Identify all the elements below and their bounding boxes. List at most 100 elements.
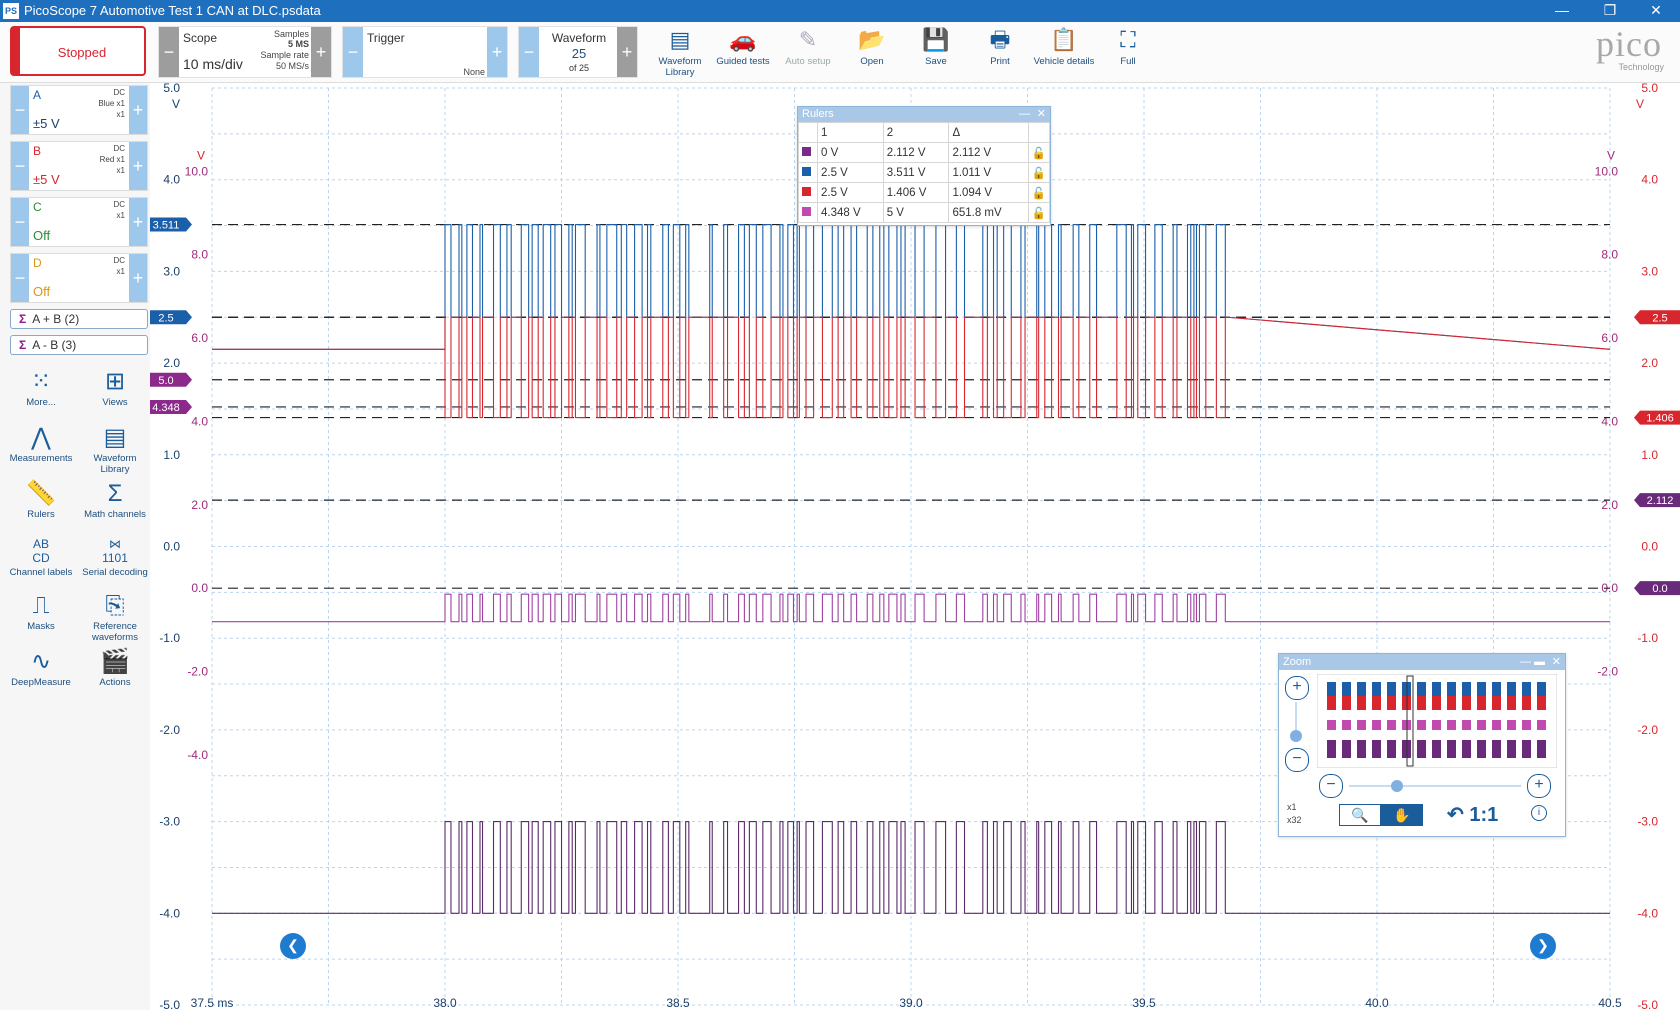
- views-button[interactable]: ⊞ Views: [78, 367, 152, 408]
- serial-decoding-button[interactable]: ⋈ 1101 Serial decoding: [78, 535, 152, 578]
- trigger-increase-button[interactable]: +: [487, 27, 507, 77]
- channel-a-increase-button[interactable]: +: [129, 86, 147, 134]
- lock-icon[interactable]: 🔓: [1027, 162, 1051, 183]
- ruler-tag: [1634, 493, 1680, 508]
- open-button[interactable]: 📂 Open: [840, 24, 904, 80]
- waveform-library-tool[interactable]: ▤ Waveform Library: [78, 423, 152, 475]
- deepmeasure-button[interactable]: ∿ DeepMeasure: [4, 647, 78, 688]
- abcd-icon: AB CD: [32, 537, 50, 565]
- close-icon[interactable]: ✕: [1551, 656, 1561, 668]
- close-button[interactable]: ✕: [1650, 2, 1662, 18]
- restore-button[interactable]: ❐: [1603, 2, 1617, 18]
- channel-a-decrease-button[interactable]: −: [11, 86, 29, 134]
- measurements-button[interactable]: ⋀ Measurements: [4, 423, 78, 464]
- info-icon[interactable]: i: [1531, 805, 1547, 821]
- hand-icon: ✋: [1393, 807, 1411, 823]
- scroll-left-button[interactable]: ❮: [280, 933, 306, 959]
- channel-labels-button[interactable]: AB CD Channel labels: [4, 535, 78, 578]
- table-row[interactable]: 0 V 2.112 V 2.112 V 🔓: [798, 142, 1051, 163]
- channel-d-panel[interactable]: − D DC x1 Off +: [10, 253, 148, 303]
- channel-c-decrease-button[interactable]: −: [11, 198, 29, 246]
- zoom-y-track[interactable]: [1295, 702, 1297, 740]
- samples-value[interactable]: 5 MS: [287, 39, 309, 49]
- reference-waveforms-label: Reference waveforms: [92, 621, 138, 643]
- ruler-2-value: 3.511 V: [882, 162, 950, 183]
- auto-setup-button[interactable]: ✎ Auto setup: [776, 24, 840, 80]
- zoom-out-x-button[interactable]: −: [1319, 774, 1343, 798]
- zoom-y-slider-handle[interactable]: [1290, 730, 1302, 742]
- open-label: Open: [860, 56, 884, 67]
- close-icon[interactable]: ✕: [1036, 108, 1046, 120]
- reference-waveforms-button[interactable]: ⎘ Reference waveforms: [78, 591, 152, 643]
- channel-c-increase-button[interactable]: +: [129, 198, 147, 246]
- rulers-panel-header[interactable]: Rulers — ✕: [798, 107, 1050, 122]
- zoom-out-y-button[interactable]: −: [1285, 748, 1309, 772]
- maximize-icon[interactable]: ▬: [1534, 656, 1545, 668]
- rulers-col-2: 2: [882, 122, 950, 143]
- waveform-prev-button[interactable]: −: [519, 27, 539, 77]
- run-stop-button[interactable]: Stopped: [10, 26, 146, 76]
- lock-icon[interactable]: 🔓: [1027, 202, 1051, 223]
- channel-d-increase-button[interactable]: +: [129, 254, 147, 302]
- actions-button[interactable]: 🎬 Actions: [78, 647, 152, 688]
- masks-button[interactable]: ⎍ Masks: [4, 591, 78, 632]
- minimize-button[interactable]: —: [1555, 2, 1569, 18]
- channel-a-range[interactable]: ±5 V: [33, 116, 60, 131]
- table-row[interactable]: 2.5 V 1.406 V 1.094 V 🔓: [798, 182, 1051, 203]
- masks-label: Masks: [27, 621, 55, 632]
- waveform-number[interactable]: 25: [571, 46, 587, 61]
- zoom-mark-pink: [1342, 720, 1351, 730]
- zoom-in-y-button[interactable]: +: [1285, 676, 1309, 700]
- zoom-in-x-button[interactable]: +: [1527, 774, 1551, 798]
- timebase-decrease-button[interactable]: −: [159, 27, 179, 77]
- table-row[interactable]: 2.5 V 3.511 V 1.011 V 🔓: [798, 162, 1051, 183]
- channel-b-decrease-button[interactable]: −: [11, 142, 29, 190]
- full-button[interactable]: ⛶ Full: [1096, 24, 1160, 80]
- ruler-delta-value: 1.011 V: [948, 162, 1029, 183]
- guided-tests-button[interactable]: 🚗 Guided tests: [711, 24, 775, 80]
- scope-chart[interactable]: 5.0 4.0 3.0 2.0 1.0 0.0 -1.0 -2.0 -3.0 -4.0 -5.0 V 1…: [146, 81, 1680, 1012]
- print-button[interactable]: 🖶 Print: [968, 24, 1032, 80]
- channel-b-increase-button[interactable]: +: [129, 142, 147, 190]
- scroll-right-button[interactable]: ❯: [1530, 933, 1556, 959]
- vehicle-details-button[interactable]: 📋 Vehicle details: [1030, 24, 1098, 80]
- waveform-next-button[interactable]: +: [617, 27, 637, 77]
- right-axis2-tick-label: 10.0: [1595, 164, 1619, 178]
- reset-zoom-button[interactable]: ↶ 1:1: [1447, 802, 1498, 827]
- timebase-value[interactable]: 10 ms/div: [183, 56, 243, 72]
- waveform-library-button[interactable]: ▤ Waveform Library: [648, 24, 712, 80]
- channel-a-panel[interactable]: − A DC Blue x1 x1 ±5 V +: [10, 85, 148, 135]
- channel-c-range[interactable]: Off: [33, 228, 51, 243]
- pan-tool-button[interactable]: ✋: [1381, 804, 1423, 826]
- trigger-decrease-button[interactable]: −: [343, 27, 363, 77]
- right-axis-tick-label: -3.0: [1637, 815, 1658, 829]
- right-axis-tick-label: 1.0: [1641, 448, 1658, 462]
- channel-d-decrease-button[interactable]: −: [11, 254, 29, 302]
- scope-view[interactable]: 5.0 4.0 3.0 2.0 1.0 0.0 -1.0 -2.0 -3.0 -4.0 -5.0 V 1…: [146, 81, 1680, 1012]
- minimize-icon[interactable]: —: [1520, 656, 1531, 668]
- channel-d-range[interactable]: Off: [33, 284, 51, 299]
- trigger-mode[interactable]: None: [463, 67, 485, 77]
- zoom-mark-purple: [1357, 740, 1366, 758]
- more-button[interactable]: ⁙ More...: [4, 367, 78, 408]
- zoom-panel-header[interactable]: Zoom — ▬ ✕: [1279, 654, 1565, 670]
- zoom-x-track[interactable]: [1349, 785, 1521, 787]
- channel-c-panel[interactable]: − C DC x1 Off +: [10, 197, 148, 247]
- math-channels-button[interactable]: Σ Math channels: [78, 479, 152, 520]
- zoom-overview[interactable]: [1317, 674, 1557, 768]
- lock-icon[interactable]: 🔓: [1027, 182, 1051, 203]
- zoom-x-slider-handle[interactable]: [1391, 780, 1403, 792]
- channel-b-range[interactable]: ±5 V: [33, 172, 60, 187]
- lock-icon[interactable]: 🔓: [1027, 142, 1051, 163]
- timebase-increase-button[interactable]: +: [311, 27, 331, 77]
- minimize-icon[interactable]: —: [1019, 108, 1030, 120]
- rulers-button[interactable]: 📏 Rulers: [4, 479, 78, 520]
- channel-b-panel[interactable]: − B DC Red x1 x1 ±5 V +: [10, 141, 148, 191]
- save-button[interactable]: 💾 Save: [904, 24, 968, 80]
- zoom-mark-blue: [1462, 682, 1471, 696]
- ruler-1-value: 2.5 V: [817, 162, 884, 183]
- table-row[interactable]: 4.348 V 5 V 651.8 mV 🔓: [798, 202, 1051, 223]
- zoom-tool-button[interactable]: 🔍: [1339, 804, 1381, 826]
